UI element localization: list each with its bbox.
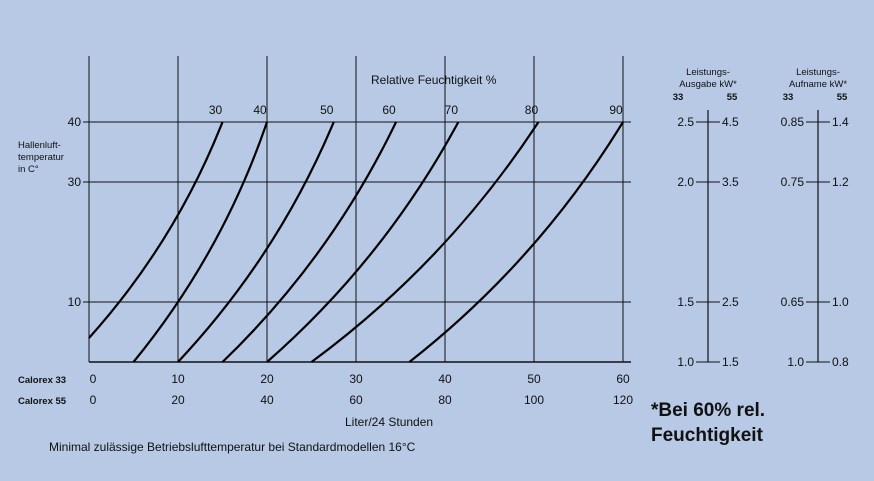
curve-label: 80	[525, 103, 539, 117]
scale-left-value: 1.0	[677, 355, 694, 369]
humidity-curve-90	[408, 121, 624, 363]
scale-right-value: 0.8	[832, 355, 849, 369]
scale-left-value: 2.5	[677, 115, 694, 129]
scale-right-value: 1.5	[722, 355, 739, 369]
grid	[83, 56, 631, 363]
scale-left-value: 0.75	[781, 175, 805, 189]
x-axis-label: Liter/24 Stunden	[345, 415, 433, 429]
curve-label: 30	[209, 103, 223, 117]
scale-sub-label: 55	[837, 92, 848, 103]
scale-right-value: 4.5	[722, 115, 739, 129]
x-tick-label: 0	[90, 393, 97, 407]
note-line-1: *Bei 60% rel.	[651, 400, 765, 421]
humidity-curve-30	[88, 121, 224, 339]
labels: 40 30 10 Calorex 33 0 10 20 30 40 50 60 Calorex 55 0…	[18, 103, 633, 407]
x-tick-label: 30	[349, 372, 363, 386]
x-row-name: Calorex 55	[18, 396, 67, 407]
scale-left-value: 0.85	[781, 115, 805, 129]
y-axis-label-2: temperatur	[18, 152, 64, 163]
curve-label: 70	[445, 103, 459, 117]
scale-right-value: 1.4	[832, 115, 849, 129]
humidity-curve-50	[177, 121, 335, 363]
x-tick-label: 40	[260, 393, 274, 407]
chart-title: Relative Feuchtigkeit %	[371, 73, 497, 87]
scale-left-value: 1.0	[787, 355, 804, 369]
curve-label: 50	[320, 103, 334, 117]
humidity-curve-40	[132, 121, 269, 363]
scale-header: Aufname kW*	[789, 79, 847, 90]
scale-left-value: 2.0	[677, 175, 694, 189]
x-tick-label: 10	[171, 372, 185, 386]
x-row-name: Calorex 33	[18, 375, 66, 386]
humidity-curves	[88, 121, 624, 363]
x-tick-label: 60	[616, 372, 630, 386]
scale-right-value: 1.2	[832, 175, 849, 189]
x-tick-label: 80	[438, 393, 452, 407]
x-tick-label: 0	[90, 372, 97, 386]
humidity-curve-60	[221, 121, 398, 363]
scale-sub-label: 33	[673, 92, 684, 103]
scale-header: Leistungs-	[686, 67, 730, 78]
humidity-curve-80	[310, 121, 540, 363]
x-tick-label: 50	[527, 372, 541, 386]
x-tick-label: 60	[349, 393, 363, 407]
footnote: Minimal zulässige Betriebslufttemperatur…	[49, 440, 416, 454]
scale-right-value: 1.0	[832, 295, 849, 309]
x-tick-label: 120	[613, 393, 633, 407]
y-axis-label-1: Hallenluft-	[18, 140, 61, 151]
x-tick-label: 20	[260, 372, 274, 386]
x-tick-label: 20	[171, 393, 185, 407]
curve-label: 60	[382, 103, 396, 117]
curve-label: 40	[253, 103, 267, 117]
y-tick-label: 10	[68, 295, 82, 309]
x-tick-label: 100	[524, 393, 544, 407]
scale-right-value: 2.5	[722, 295, 739, 309]
scale-right-value: 3.5	[722, 175, 739, 189]
y-axis-label-3: in C°	[18, 164, 39, 175]
scale-header: Leistungs-	[796, 67, 840, 78]
note-line-2: Feuchtigkeit	[651, 425, 764, 446]
y-tick-label: 30	[68, 175, 82, 189]
scale-header: Ausgabe kW*	[679, 79, 737, 90]
curve-label: 90	[609, 103, 623, 117]
scale-sub-label: 55	[727, 92, 738, 103]
scale-left-value: 0.65	[781, 295, 805, 309]
power-scales: Leistungs-Ausgabe kW*33 552.5 4.52.0 3.51.5…	[673, 67, 849, 369]
humidity-curve-70	[266, 121, 460, 363]
scale-sub-label: 33	[783, 92, 794, 103]
x-tick-label: 40	[438, 372, 452, 386]
scale-left-value: 1.5	[677, 295, 694, 309]
y-tick-label: 40	[68, 115, 82, 129]
